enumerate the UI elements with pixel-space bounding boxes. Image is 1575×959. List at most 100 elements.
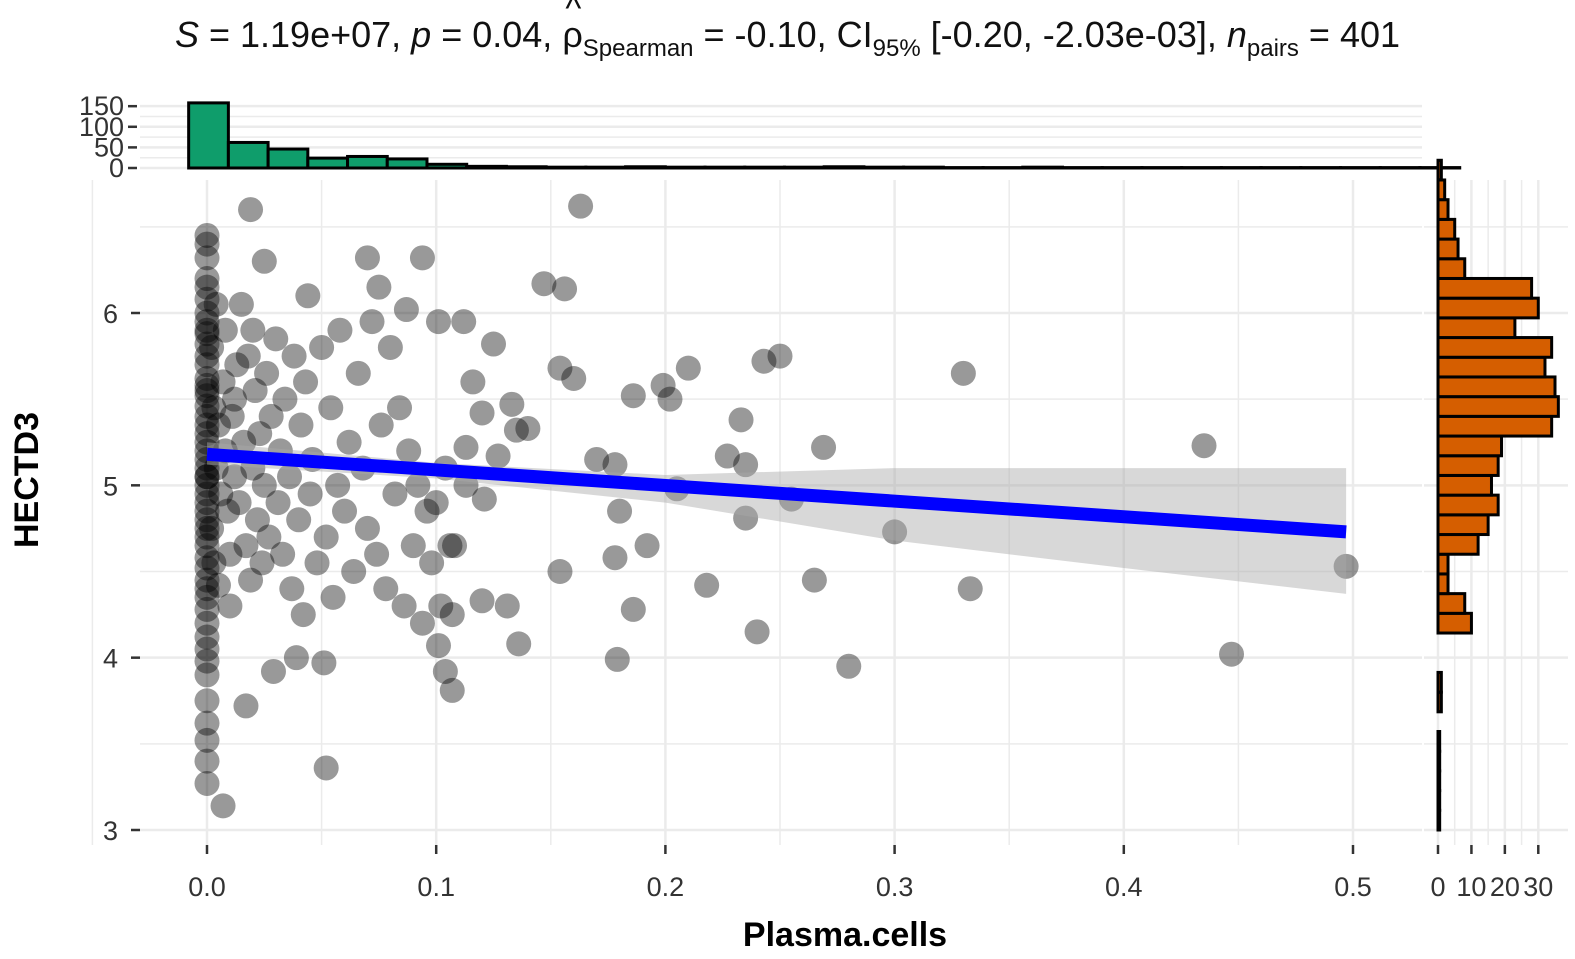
- scatter-point: [194, 393, 220, 419]
- x-tick-label: 0.1: [417, 872, 455, 902]
- scatter-point: [277, 464, 303, 490]
- scatter-point: [260, 658, 286, 684]
- y-tick-label: 6: [103, 299, 118, 329]
- scatter-point: [453, 472, 479, 498]
- scatter-point: [288, 412, 314, 438]
- scatter-point: [205, 412, 231, 438]
- scatter-point: [368, 412, 394, 438]
- title-rho-value: = -0.10,: [693, 14, 837, 55]
- scatter-point: [469, 400, 495, 426]
- scatter-point: [194, 624, 220, 650]
- scatter-point: [400, 533, 426, 559]
- x-tick-label: 0.5: [1334, 872, 1372, 902]
- main-panel-grid: [91, 180, 1422, 845]
- scatter-point: [437, 533, 463, 559]
- scatter-point: [210, 793, 236, 819]
- scatter-point: [1191, 433, 1217, 459]
- right-histogram-bar: [1436, 572, 1450, 596]
- scatter-point: [442, 533, 468, 559]
- scatter-point: [428, 593, 454, 619]
- right-histogram-bar: [1436, 336, 1554, 359]
- scatter-point: [320, 584, 346, 610]
- scatter-point: [251, 472, 277, 498]
- scatter-point: [263, 326, 289, 352]
- scatter-point: [222, 464, 248, 490]
- right-hist-tick-label: 0: [1430, 872, 1445, 902]
- top-histogram-bar: [862, 165, 906, 170]
- right-histogram-bar: [1436, 395, 1560, 418]
- right-histogram-bar: [1436, 158, 1443, 182]
- scatter-point: [222, 386, 248, 412]
- scatter-point: [393, 297, 419, 323]
- right-histogram-bar: [1436, 178, 1447, 202]
- right-histogram-bar: [1436, 473, 1493, 497]
- title-n-subscript: pairs: [1246, 35, 1299, 62]
- right-histogram-bar: [1436, 730, 1442, 753]
- scatter-point: [318, 395, 344, 421]
- right-histogram-bar: [1436, 434, 1504, 458]
- scatter-point: [373, 576, 399, 602]
- right-histogram-bar: [1436, 493, 1500, 517]
- scatter-point: [238, 197, 264, 223]
- scatter-point: [199, 334, 225, 360]
- scatter-point: [201, 395, 227, 421]
- scatter-point: [297, 481, 323, 507]
- scatter-point: [460, 369, 486, 395]
- scatter-point: [391, 593, 417, 619]
- scatter-point: [212, 317, 238, 343]
- x-axis: 0.0 0.1 0.2 0.3 0.4 0.5: [188, 845, 1372, 902]
- right-histogram-bar: [1436, 198, 1450, 221]
- scatter-point: [366, 274, 392, 300]
- scatter-point: [439, 602, 465, 628]
- top-histogram-bar: [226, 140, 270, 170]
- scatter-point: [205, 572, 231, 598]
- scatter-point: [224, 352, 250, 378]
- scatter-point: [219, 403, 245, 429]
- top-histogram-bar: [624, 165, 667, 170]
- title-ci-symbol: CI: [836, 14, 873, 55]
- right-histogram-axis: 0 10 20 30: [1430, 845, 1553, 902]
- right-histogram-bar: [1436, 749, 1442, 773]
- right-histogram-bar: [1436, 592, 1467, 615]
- scatter-point: [240, 317, 266, 343]
- top-histogram-bar: [1021, 165, 1065, 170]
- scatter-point: [801, 567, 827, 593]
- scatter-point: [194, 567, 220, 593]
- scatter-point: [309, 334, 335, 360]
- scatter-point: [194, 648, 220, 674]
- scatter-point: [405, 472, 431, 498]
- scatter-point: [584, 446, 610, 472]
- scatter-point: [311, 650, 337, 676]
- scatter-point: [733, 505, 759, 531]
- scatter-point: [602, 452, 628, 478]
- scatter-point: [607, 498, 633, 524]
- scatter-point: [950, 360, 976, 386]
- scatter-point: [336, 429, 362, 455]
- scatter-point: [194, 555, 220, 581]
- scatter-point: [194, 498, 220, 524]
- right-hist-tick-label: 20: [1490, 872, 1520, 902]
- scatter-point: [469, 588, 495, 614]
- scatter-point: [194, 266, 220, 292]
- scatter-point: [345, 360, 371, 386]
- top-histogram-bar: [266, 147, 310, 170]
- scatter-point: [414, 498, 440, 524]
- title-ci-value: [-0.20, -2.03e-03],: [920, 14, 1227, 55]
- right-histogram-bar: [1436, 257, 1467, 280]
- scatter-point: [233, 693, 259, 719]
- top-histogram-bar: [584, 165, 628, 170]
- scatter-point: [675, 355, 701, 381]
- right-histogram-bar: [1436, 670, 1443, 694]
- scatter-point: [258, 403, 284, 429]
- scatter-point: [194, 343, 220, 369]
- scatter-point: [453, 434, 479, 460]
- scatter-point: [194, 515, 220, 541]
- y-tick-label: 4: [103, 644, 118, 674]
- title-n-value: = 401: [1298, 14, 1401, 55]
- right-histogram-bar: [1436, 316, 1517, 340]
- scatter-point: [811, 434, 837, 460]
- scatter-point: [751, 348, 777, 374]
- y-tick-label: 5: [103, 471, 118, 501]
- scatter-point: [382, 481, 408, 507]
- scatter-point: [194, 545, 220, 571]
